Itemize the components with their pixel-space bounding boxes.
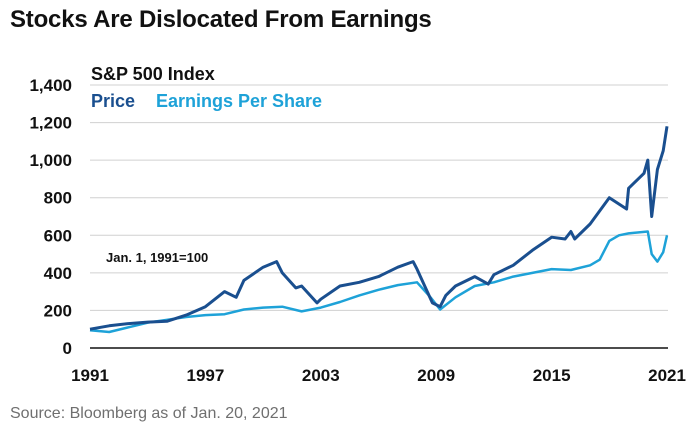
y-tick-label: 600 <box>44 226 72 245</box>
series-lines <box>89 126 669 334</box>
chart: 0 200 400 600 800 1,000 1,200 1,400 1991 1997 200… <box>29 64 686 385</box>
y-tick-label: 0 <box>63 339 72 358</box>
legend-price: Price <box>91 91 135 111</box>
y-axis-ticks: 0 200 400 600 800 1,000 1,200 1,400 <box>29 76 72 358</box>
chart-title: Stocks Are Dislocated From Earnings <box>10 6 432 33</box>
source-note: Source: Bloomberg as of Jan. 20, 2021 <box>10 405 288 422</box>
x-tick-label: 1997 <box>186 366 224 385</box>
y-tick-label: 200 <box>44 301 72 320</box>
chart-subtitle: S&P 500 Index <box>91 64 215 84</box>
y-tick-label: 1,200 <box>29 114 72 133</box>
y-tick-label: 1,400 <box>29 76 72 95</box>
y-tick-label: 800 <box>44 189 72 208</box>
price-line <box>89 126 669 331</box>
y-tick-label: 1,000 <box>29 151 72 170</box>
base-annotation: Jan. 1, 1991=100 <box>106 250 208 265</box>
x-tick-label: 2009 <box>417 366 455 385</box>
x-axis-ticks: 1991 1997 2003 2009 2015 2021 <box>71 366 686 385</box>
x-tick-label: 2015 <box>533 366 571 385</box>
gridlines <box>90 84 668 349</box>
x-tick-label: 1991 <box>71 366 109 385</box>
x-tick-label: 2021 <box>648 366 686 385</box>
x-tick-label: 2003 <box>302 366 340 385</box>
y-tick-label: 400 <box>44 264 72 283</box>
legend-eps: Earnings Per Share <box>156 91 322 111</box>
